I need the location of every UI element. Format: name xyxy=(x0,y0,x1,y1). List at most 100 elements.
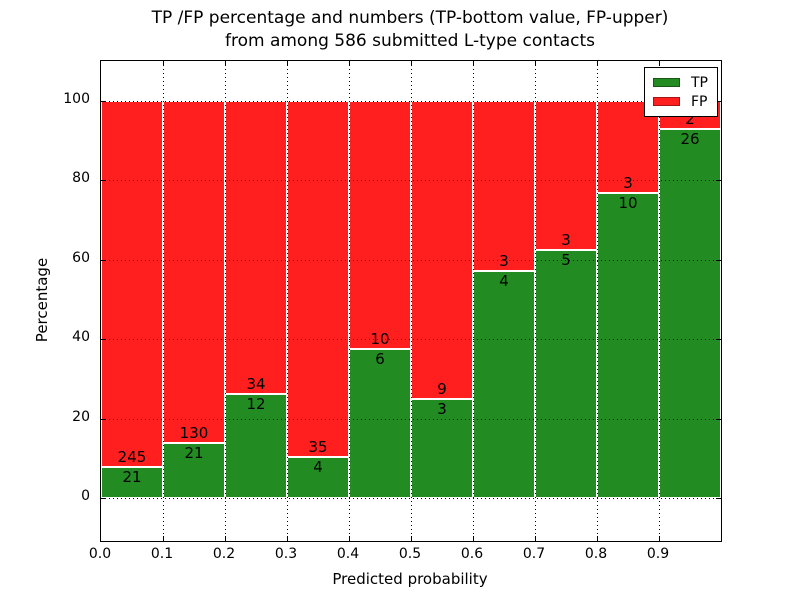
legend-label-tp: TP xyxy=(691,74,708,91)
y-tick-right-20 xyxy=(716,418,721,420)
bar-fp-0.7-0.8 xyxy=(535,101,597,250)
bar-tp-0.6-0.7 xyxy=(473,271,535,498)
y-tick-label: 60 xyxy=(72,249,90,266)
y-tick-label: 100 xyxy=(63,91,90,107)
x-tick-label: 0.3 xyxy=(274,546,298,562)
tp-count-label: 12 xyxy=(246,395,266,414)
bar-fp-0.4-0.5 xyxy=(349,101,411,350)
x-tick-bottom-0.1 xyxy=(163,536,164,541)
bar-fp-0.1-0.2 xyxy=(163,101,225,443)
fp-count-label: 245 xyxy=(117,447,147,466)
x-tick-top-0.2 xyxy=(225,61,226,66)
legend-label-fp: FP xyxy=(691,93,708,110)
y-tick-left-40 xyxy=(101,339,106,341)
gridline-x-0.5 xyxy=(411,61,412,541)
gridline-x-0.9 xyxy=(659,61,660,541)
y-tick-right-60 xyxy=(716,259,721,261)
legend: TP FP xyxy=(644,67,718,117)
gridline-x-0.7 xyxy=(535,61,536,541)
x-tick-top-0.5 xyxy=(411,61,412,66)
y-axis-label: Percentage xyxy=(33,257,51,343)
x-tick-label: 0.6 xyxy=(460,546,484,562)
y-tick-label: 40 xyxy=(72,329,90,346)
fp-count-label: 35 xyxy=(308,438,328,457)
tp-count-label: 6 xyxy=(375,350,385,369)
y-tick-left-80 xyxy=(101,180,106,182)
legend-entry-fp: FP xyxy=(653,92,708,111)
gridline-x-0.2 xyxy=(225,61,226,541)
bar-tp-0.4-0.5 xyxy=(349,349,411,498)
fp-count-label: 3 xyxy=(623,173,633,192)
x-tick-top-0.4 xyxy=(349,61,350,66)
bar-fp-0.6-0.7 xyxy=(473,101,535,272)
gridline-x-0.3 xyxy=(287,61,288,541)
y-tick-right-40 xyxy=(716,339,721,341)
bar-tp-0.2-0.3 xyxy=(225,394,287,498)
x-tick-top-0.9 xyxy=(659,61,660,66)
plot-area: TP FP 245 21 130 21 34 12 35 4 10 6 9 3 3 4 3 5 3 10 2 26 xyxy=(100,60,722,542)
bar-fp-0.5-0.6 xyxy=(411,101,473,399)
y-tick-label: 20 xyxy=(72,408,90,425)
x-tick-label: 0.4 xyxy=(336,546,360,562)
x-tick-top-0.1 xyxy=(163,61,164,66)
tp-legend-swatch-icon xyxy=(653,78,680,87)
fp-count-label: 3 xyxy=(561,230,571,249)
x-tick-bottom-0.3 xyxy=(287,536,288,541)
x-tick-label: 0.9 xyxy=(646,546,670,562)
legend-entry-tp: TP xyxy=(653,73,708,92)
y-tick-left-0 xyxy=(101,498,106,499)
chart-title: TP /FP percentage and numbers (TP-bottom… xyxy=(100,7,720,53)
tp-count-label: 4 xyxy=(499,272,509,291)
x-tick-label: 0.1 xyxy=(150,546,174,562)
chart-title-line1: TP /FP percentage and numbers (TP-bottom… xyxy=(151,8,669,28)
x-tick-label: 0.0 xyxy=(88,546,112,562)
x-tick-label: 0.8 xyxy=(584,546,608,562)
x-tick-label: 0.5 xyxy=(398,546,422,562)
x-tick-bottom-0.9 xyxy=(659,536,660,541)
y-tick-label: 80 xyxy=(72,170,90,187)
tp-count-label: 3 xyxy=(437,399,447,418)
x-tick-bottom-0.4 xyxy=(349,536,350,541)
x-tick-top-0.3 xyxy=(287,61,288,66)
y-tick-right-80 xyxy=(716,180,721,182)
tp-count-label: 4 xyxy=(313,458,323,477)
bar-tp-0.8-0.9 xyxy=(597,192,659,498)
fp-count-label: 130 xyxy=(179,423,209,442)
fp-count-label: 34 xyxy=(246,375,266,394)
x-tick-label: 0.7 xyxy=(522,546,546,562)
x-tick-bottom-0.6 xyxy=(473,536,474,541)
fp-count-label: 9 xyxy=(437,379,447,398)
x-tick-top-0.7 xyxy=(535,61,536,66)
x-axis-label: Predicted probability xyxy=(332,570,488,588)
bar-tp-0.7-0.8 xyxy=(535,249,597,498)
gridline-x-0.8 xyxy=(597,61,598,541)
tp-count-label: 21 xyxy=(184,443,204,462)
x-tick-top-0.6 xyxy=(473,61,474,66)
y-tick-left-20 xyxy=(101,418,106,420)
y-tick-left-100 xyxy=(101,101,106,102)
fp-count-label: 3 xyxy=(499,252,509,271)
fp-count-label: 10 xyxy=(370,330,390,349)
y-tick-right-0 xyxy=(716,498,721,499)
bar-fp-0.0-0.1 xyxy=(101,101,163,467)
x-tick-bottom-0.5 xyxy=(411,536,412,541)
x-tick-bottom-0.2 xyxy=(225,536,226,541)
bar-fp-0.2-0.3 xyxy=(225,101,287,395)
x-tick-label: 0.2 xyxy=(212,546,236,562)
fp-legend-swatch-icon xyxy=(653,97,680,106)
fp-count-label: 2 xyxy=(685,110,695,129)
bar-tp-0.1-0.2 xyxy=(163,442,225,498)
tp-count-label: 10 xyxy=(618,193,638,212)
y-tick-label: 0 xyxy=(81,488,90,504)
gridline-x-0.4 xyxy=(349,61,350,541)
bar-fp-0.3-0.4 xyxy=(287,101,349,458)
chart-title-line2: from among 586 submitted L-type contacts xyxy=(224,31,595,51)
x-tick-bottom-0.7 xyxy=(535,536,536,541)
tp-count-label: 5 xyxy=(561,250,571,269)
y-tick-left-60 xyxy=(101,259,106,261)
y-tick-right-100 xyxy=(716,101,721,102)
tp-count-label: 21 xyxy=(122,467,142,486)
gridline-x-0.1 xyxy=(163,61,164,541)
gridline-x-0.6 xyxy=(473,61,474,541)
